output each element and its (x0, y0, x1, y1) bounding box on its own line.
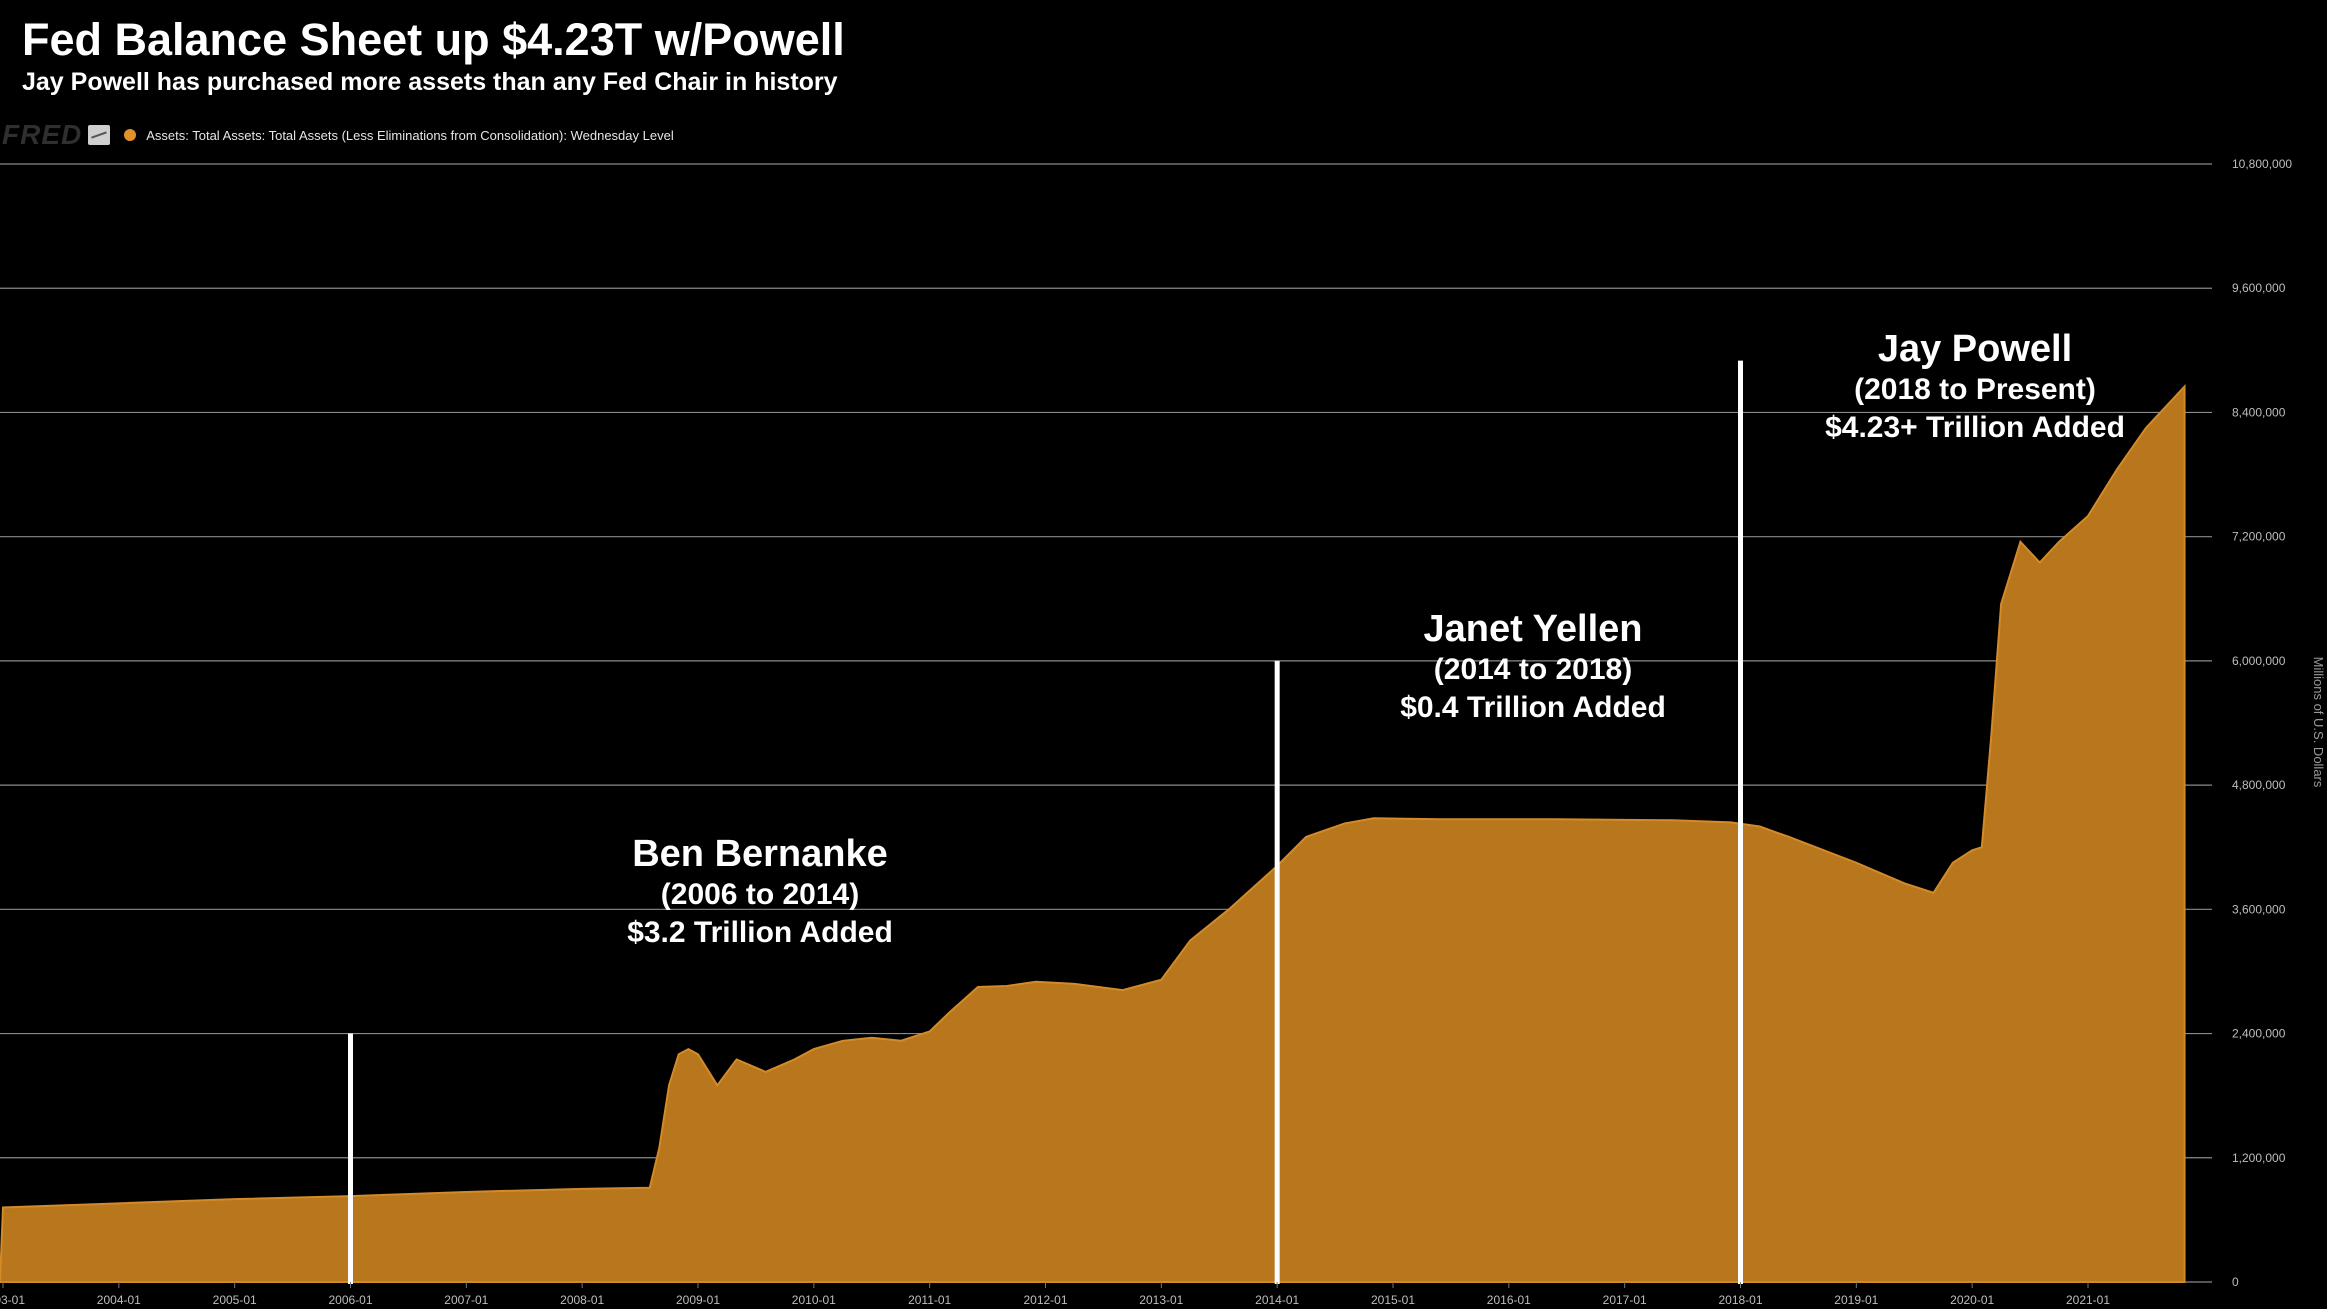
x-tick-label: 2007-01 (444, 1293, 488, 1307)
x-tick-label: 2019-01 (1834, 1293, 1878, 1307)
annotation-bernanke: Ben Bernanke (2006 to 2014) $3.2 Trillio… (560, 832, 960, 952)
annotation-name: Janet Yellen (1423, 608, 1643, 650)
annotation-added: $4.23+ Trillion Added (1825, 411, 2125, 444)
legend: FRED Assets: Total Assets: Total Assets … (2, 119, 674, 150)
annotation-period: (2014 to 2018) (1433, 653, 1633, 686)
chart-title: Fed Balance Sheet up $4.23T w/Powell (22, 14, 845, 65)
y-axis-ticks: 0 1,200,000 2,400,000 3,600,000 4,800,000 6,0… (2232, 157, 2292, 1289)
x-tick-label: 2009-01 (676, 1293, 720, 1307)
x-tick-label: 2010-01 (792, 1293, 836, 1307)
x-tick-label: 2004-01 (97, 1293, 141, 1307)
legend-series-label[interactable]: Assets: Total Assets: Total Assets (Less… (146, 127, 674, 143)
x-tick-label: 2015-01 (1371, 1293, 1415, 1307)
y-tick-label: 10,800,000 (2232, 157, 2292, 171)
chart-graph-icon[interactable] (88, 125, 111, 145)
x-tick-label: 2012-01 (1023, 1293, 1067, 1307)
annotation-name: Ben Bernanke (632, 833, 888, 875)
annotation-yellen: Janet Yellen (2014 to 2018) $0.4 Trillio… (1333, 607, 1733, 727)
series-area (0, 384, 2186, 1283)
y-tick-label: 7,200,000 (2232, 530, 2286, 544)
y-tick-label: 8,400,000 (2232, 405, 2286, 419)
y-tick-label: 6,000,000 (2232, 654, 2286, 668)
y-tick-label: 0 (2232, 1275, 2239, 1289)
y-axis-label: Millions of U.S. Dollars (2311, 657, 2326, 788)
x-tick-label: 2008-01 (560, 1293, 604, 1307)
annotation-period: (2006 to 2014) (660, 878, 860, 911)
chart-subtitle: Jay Powell has purchased more assets tha… (22, 68, 838, 96)
x-tick-label: 2013-01 (1139, 1293, 1183, 1307)
y-tick-label: 1,200,000 (2232, 1151, 2286, 1165)
annotation-period: (2018 to Present) (1854, 373, 2096, 406)
chair-markers (348, 360, 1743, 1284)
x-tick-label: 2016-01 (1487, 1293, 1531, 1307)
annotation-added: $3.2 Trillion Added (627, 916, 893, 949)
annotation-added: $0.4 Trillion Added (1400, 691, 1666, 724)
series-area-fill (0, 384, 2186, 1283)
y-tick-label: 9,600,000 (2232, 281, 2286, 295)
x-tick-label: 2021-01 (2066, 1293, 2110, 1307)
legend-swatch (124, 129, 137, 141)
x-tick-label: 2020-01 (1950, 1293, 1994, 1307)
x-tick-label: 2005-01 (213, 1293, 257, 1307)
x-tick-label: 2011-01 (908, 1293, 951, 1307)
y-tick-label: 2,400,000 (2232, 1027, 2286, 1041)
annotation-name: Jay Powell (1877, 328, 2073, 370)
annotation-powell: Jay Powell (2018 to Present) $4.23+ Tril… (1775, 327, 2175, 447)
x-tick-label: 2003-01 (0, 1293, 25, 1307)
x-tick-label: 2014-01 (1255, 1293, 1299, 1307)
fred-logo[interactable]: FRED (2, 119, 83, 150)
x-tick-label: 2017-01 (1603, 1293, 1647, 1307)
y-tick-label: 4,800,000 (2232, 778, 2286, 792)
x-tick-label: 2018-01 (1718, 1293, 1762, 1307)
x-tick-label: 2006-01 (328, 1293, 372, 1307)
y-tick-label: 3,600,000 (2232, 902, 2286, 916)
x-axis-ticks: 2003-01 2004-01 2005-01 2006-01 2007-01 2008-… (0, 1282, 2110, 1307)
